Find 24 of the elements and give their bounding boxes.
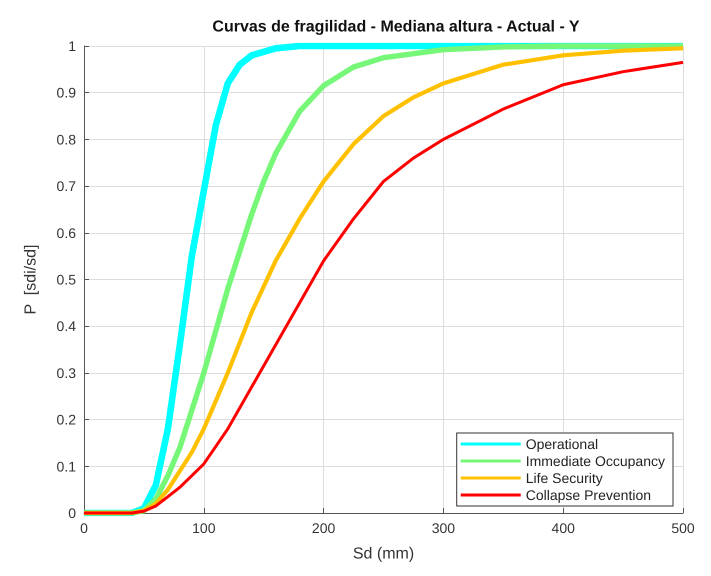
- legend-label: Collapse Prevention: [526, 487, 652, 503]
- legend-label: Immediate Occupancy: [526, 453, 666, 469]
- x-tick-label: 200: [312, 520, 336, 536]
- y-tick-label: 0.2: [56, 412, 76, 428]
- legend-label: Operational: [526, 436, 598, 452]
- y-tick-label: 0.6: [56, 224, 76, 241]
- y-tick-label: 0.3: [56, 364, 76, 381]
- x-tick-label: 300: [432, 520, 456, 536]
- x-tick-label: 0: [80, 520, 88, 536]
- y-tick-label: 1: [68, 38, 76, 54]
- y-tick-label: 0.7: [56, 178, 76, 194]
- y-tick-label: 0.5: [56, 272, 76, 288]
- y-tick-label: 0: [68, 505, 76, 521]
- x-tick-label: 500: [671, 520, 695, 536]
- y-tick-label: 0.8: [56, 131, 76, 148]
- y-tick-label: 0.4: [56, 318, 76, 334]
- legend-label: Life Security: [526, 470, 603, 486]
- x-tick-label: 400: [552, 520, 576, 536]
- y-axis-title: P [sdi/sd]: [22, 244, 40, 314]
- x-axis-title: Sd (mm): [352, 546, 414, 562]
- chart-title: Curvas de fragilidad - Mediana altura - Actual - Y: [212, 18, 580, 36]
- y-tick-label: 0.1: [56, 458, 76, 474]
- y-tick-label: 0.9: [56, 84, 76, 101]
- x-tick-label: 100: [192, 520, 216, 536]
